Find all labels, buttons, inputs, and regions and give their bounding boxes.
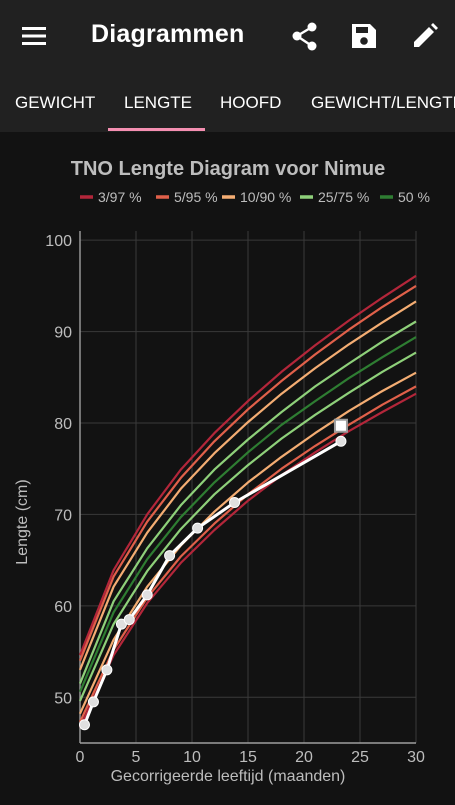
projection-marker <box>333 418 348 433</box>
y-tick-label: 70 <box>54 507 72 524</box>
measurement-point <box>164 550 176 562</box>
tab-hoofd[interactable]: HOOFD <box>220 93 282 112</box>
measurement-point <box>87 696 99 708</box>
measurement-point <box>78 719 90 731</box>
y-axis-label: Lengte (cm) <box>14 479 31 564</box>
legend-label: 50 % <box>398 189 430 205</box>
measurement-line <box>83 439 342 726</box>
percentile-line <box>78 300 417 671</box>
x-tick-label: 20 <box>295 749 313 766</box>
percentile-line <box>78 284 417 662</box>
axis-ticks: 0 5 10 15 20 25 30 50 60 70 80 90 100 <box>45 233 425 766</box>
measurement-series <box>78 418 348 731</box>
tab-indicator <box>108 128 205 131</box>
x-axis-label: Gecorrigeerde leeftijd (maanden) <box>111 768 346 785</box>
x-tick-label: 30 <box>407 749 425 766</box>
measurement-point <box>141 589 153 601</box>
legend-label: 10/90 % <box>240 189 291 205</box>
tab-bar: GEWICHT LENGTE HOOFD GEWICHT/LENGTE <box>0 72 455 132</box>
chart-legend: 3/97 % 5/95 % 10/90 % 25/75 % 50 % <box>80 189 430 205</box>
save-icon[interactable] <box>349 20 379 52</box>
percentile-line <box>78 371 417 715</box>
x-tick-label: 0 <box>76 749 85 766</box>
measurement-point <box>101 664 113 676</box>
menu-icon[interactable] <box>20 22 50 50</box>
legend-label: 25/75 % <box>318 189 369 205</box>
measurement-point <box>192 522 204 534</box>
y-tick-label: 80 <box>54 416 72 433</box>
edit-icon[interactable] <box>410 20 440 52</box>
length-chart: TNO Lengte Diagram voor Nimue 3/97 % 5/95… <box>14 158 430 785</box>
percentile-line <box>79 392 417 728</box>
percentile-line <box>78 320 417 685</box>
tab-lengte[interactable]: LENGTE <box>124 93 193 112</box>
x-tick-label: 15 <box>239 749 257 766</box>
tab-gewicht[interactable]: GEWICHT <box>15 93 96 112</box>
chart-title: TNO Lengte Diagram voor Nimue <box>71 158 386 180</box>
legend-label: 3/97 % <box>98 189 142 205</box>
tab-gewicht-lengte[interactable]: GEWICHT/LENGTE <box>311 93 455 112</box>
x-tick-label: 25 <box>351 749 369 766</box>
y-tick-label: 100 <box>45 233 72 250</box>
y-tick-label: 60 <box>54 599 72 616</box>
chart-grid <box>79 231 417 744</box>
share-icon[interactable] <box>290 20 320 52</box>
percentile-line <box>78 274 417 656</box>
percentile-line <box>78 336 417 693</box>
app-bar: Diagrammen <box>0 0 455 72</box>
y-tick-label: 90 <box>54 325 72 342</box>
measurement-point <box>229 497 241 509</box>
measurement-point <box>335 435 347 447</box>
measurement-point <box>123 614 135 626</box>
page-title: Diagrammen <box>91 20 245 48</box>
x-tick-label: 5 <box>132 749 141 766</box>
y-tick-label: 50 <box>54 690 72 707</box>
chart-area: TNO Lengte Diagram voor Nimue 3/97 % 5/95… <box>0 132 455 800</box>
legend-label: 5/95 % <box>174 189 218 205</box>
percentile-line <box>78 351 417 702</box>
x-tick-label: 10 <box>183 749 201 766</box>
